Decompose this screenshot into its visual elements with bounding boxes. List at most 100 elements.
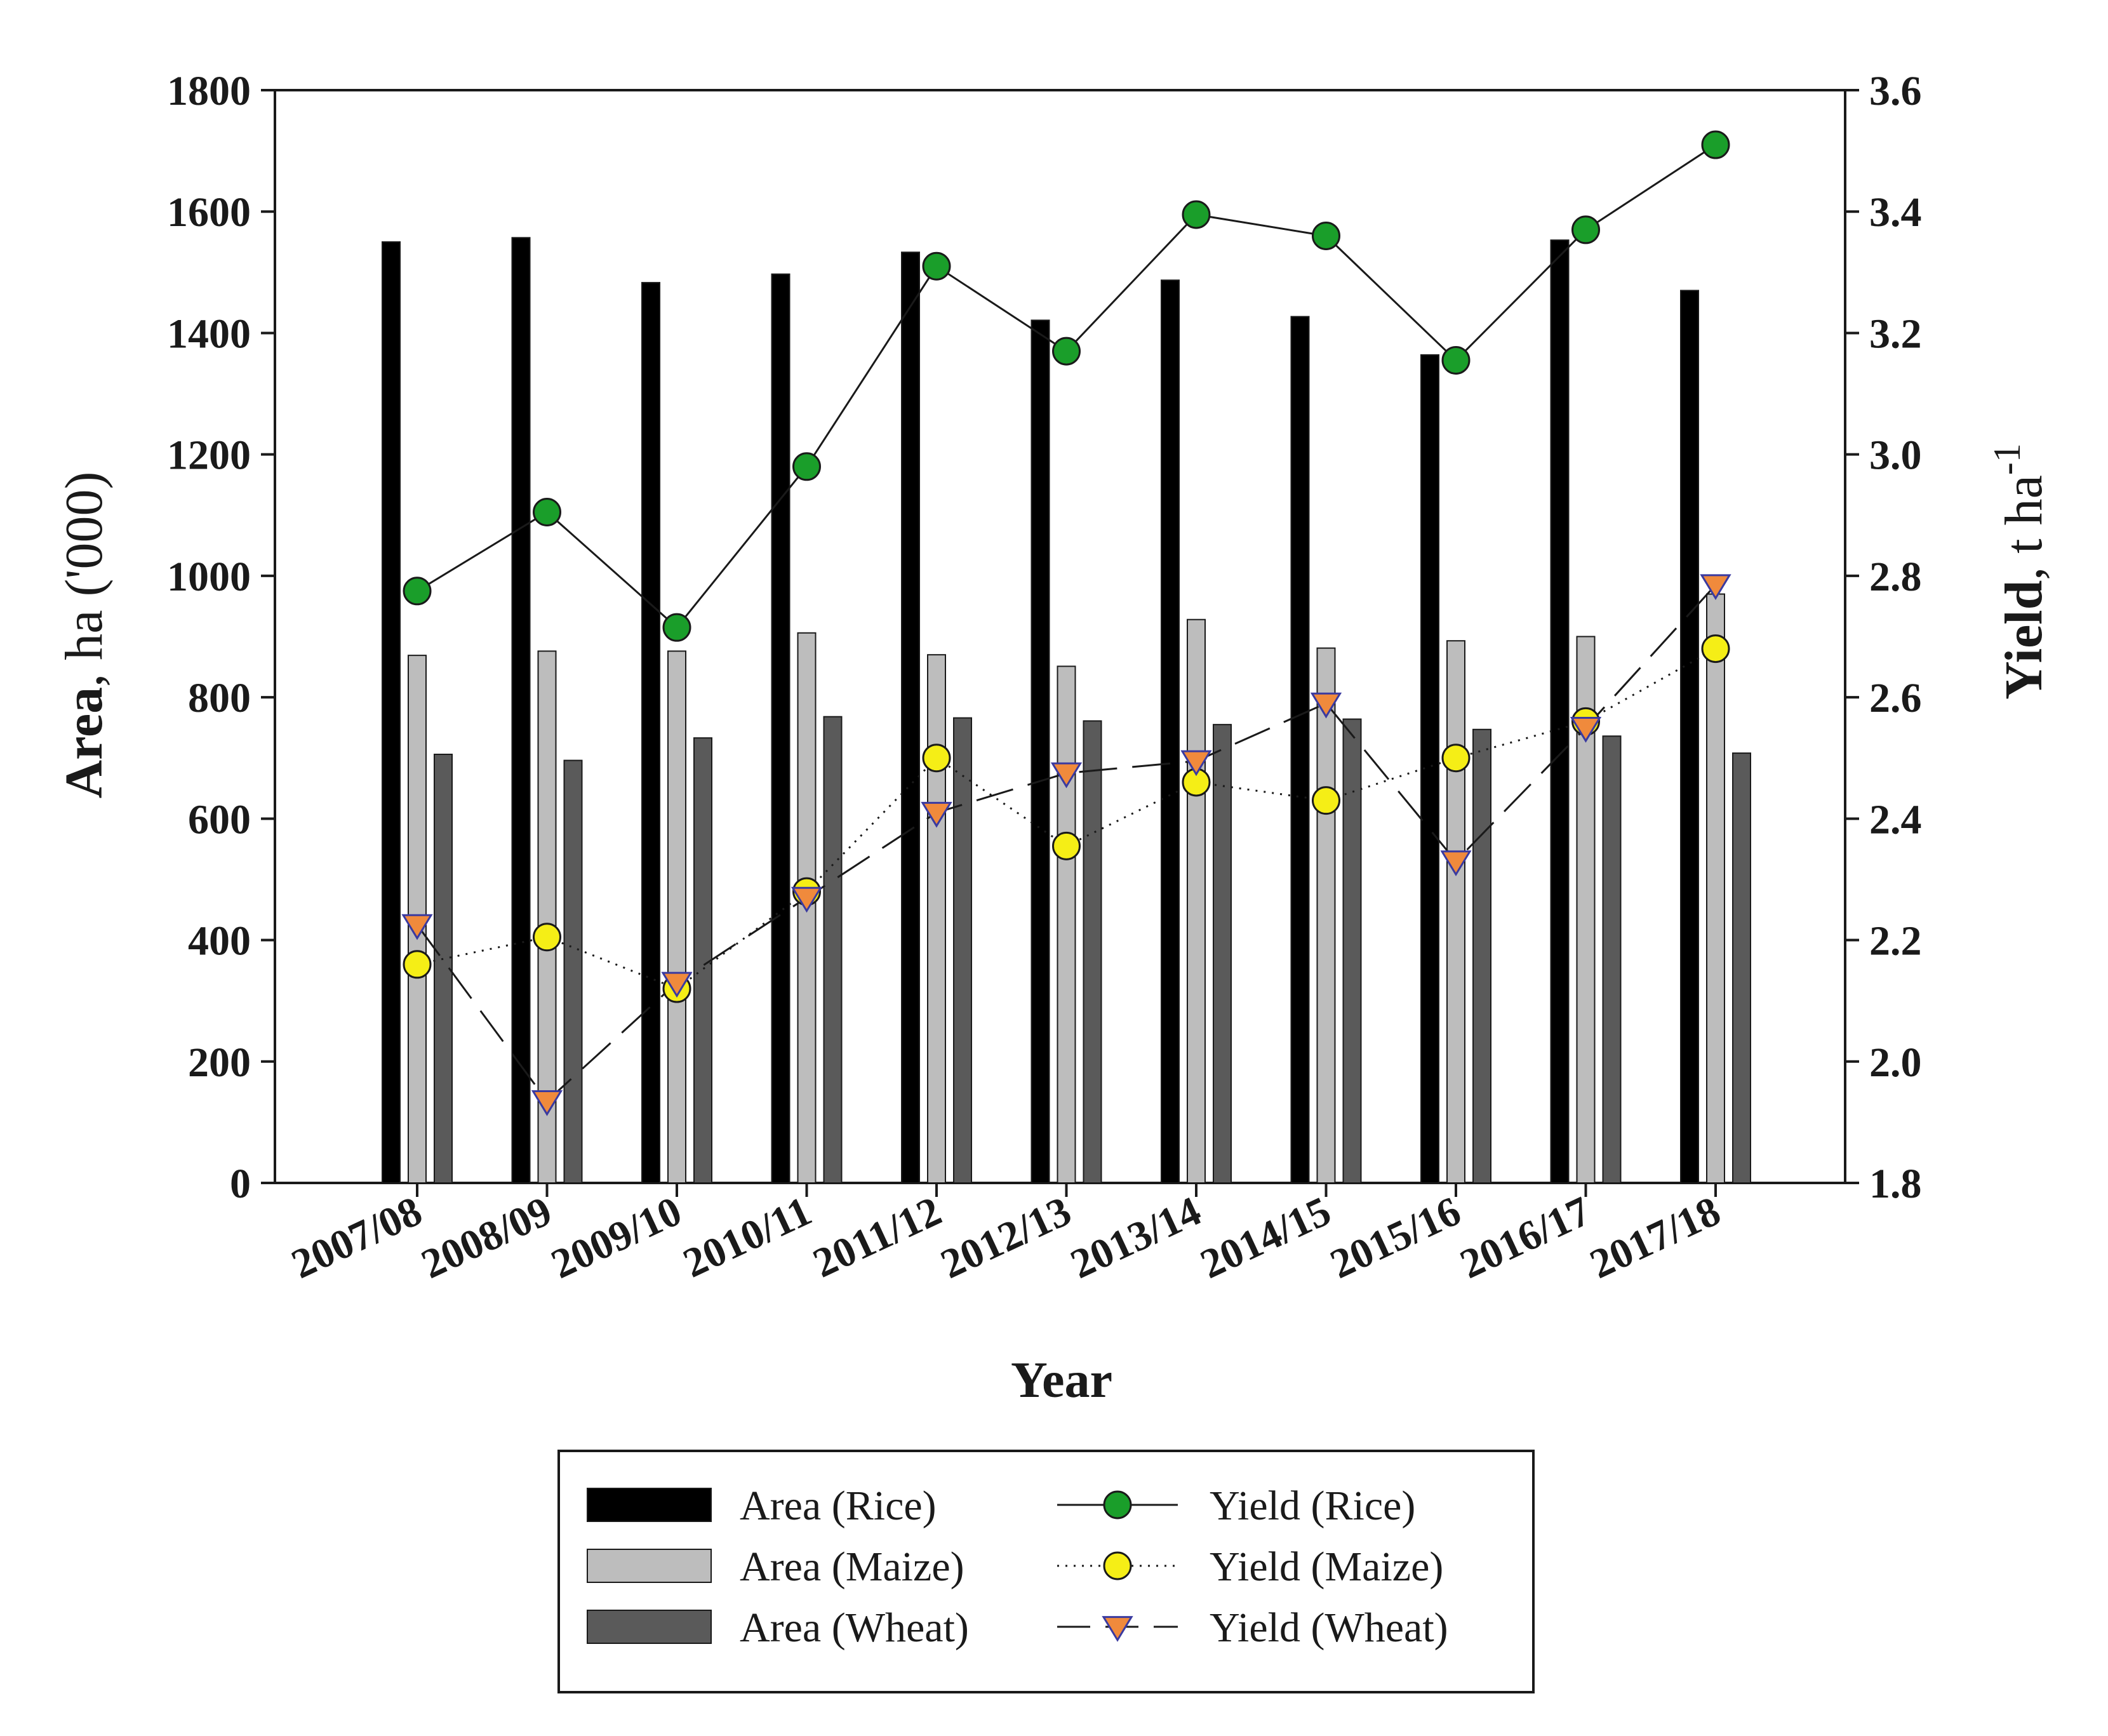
bar-area-wheat-1 bbox=[563, 759, 583, 1184]
left-tick-label-0: 0 bbox=[230, 1161, 251, 1207]
bar-area-rice-3 bbox=[771, 273, 790, 1184]
bar-area-wheat-3 bbox=[823, 716, 843, 1184]
legend-swatch-area-wheat bbox=[587, 1610, 712, 1644]
left-tick-label-2: 400 bbox=[188, 918, 251, 965]
markers-group bbox=[401, 130, 1731, 1116]
marker-yield-rice-6 bbox=[1182, 200, 1211, 229]
marker-yield-maize-10 bbox=[1701, 634, 1730, 664]
right-tick-label-7: 3.2 bbox=[1869, 310, 1922, 357]
right-axis-title: Yield, t ha-1 bbox=[1986, 443, 2053, 700]
legend-swatch-area-rice bbox=[587, 1488, 712, 1522]
marker-yield-rice-2 bbox=[662, 613, 691, 642]
bar-area-maize-8 bbox=[1446, 640, 1465, 1184]
legend-marker-yield-maize bbox=[1103, 1551, 1132, 1580]
x-tick-label-2: 2009/10 bbox=[544, 1187, 688, 1288]
marker-yield-rice-7 bbox=[1312, 221, 1340, 250]
marker-yield-wheat-0 bbox=[401, 914, 433, 940]
x-tick-label-1: 2008/09 bbox=[415, 1187, 559, 1288]
marker-yield-wheat-4 bbox=[921, 801, 952, 828]
left-tick-label-5: 1000 bbox=[167, 554, 251, 600]
marker-yield-wheat-6 bbox=[1180, 750, 1212, 777]
bar-area-maize-4 bbox=[927, 654, 946, 1184]
bar-area-wheat-8 bbox=[1472, 728, 1491, 1184]
marker-yield-wheat-8 bbox=[1440, 850, 1472, 877]
marker-yield-maize-8 bbox=[1441, 744, 1471, 773]
line-yield-rice bbox=[417, 144, 1716, 629]
right-axis-title-rest: , t ha bbox=[1994, 475, 2053, 580]
marker-yield-rice-0 bbox=[403, 577, 432, 606]
left-tick-label-8: 1600 bbox=[167, 189, 251, 236]
right-tick-label-1: 2.0 bbox=[1869, 1039, 1922, 1086]
x-tick-label-8: 2015/16 bbox=[1323, 1187, 1467, 1288]
bar-area-rice-1 bbox=[511, 237, 531, 1184]
x-tick-label-7: 2014/15 bbox=[1194, 1187, 1338, 1288]
marker-yield-maize-7 bbox=[1312, 786, 1340, 815]
bar-area-rice-9 bbox=[1550, 239, 1570, 1184]
right-axis-title-sup: -1 bbox=[1986, 443, 2028, 475]
bar-area-wheat-6 bbox=[1213, 724, 1232, 1184]
bar-area-wheat-2 bbox=[693, 737, 712, 1184]
marker-yield-wheat-9 bbox=[1570, 717, 1602, 743]
legend-label-area-maize: Area (Maize) bbox=[740, 1544, 964, 1590]
marker-yield-wheat-7 bbox=[1310, 692, 1342, 719]
x-tick-label-0: 2007/08 bbox=[284, 1187, 429, 1288]
bar-area-maize-5 bbox=[1057, 665, 1076, 1184]
right-tick-label-0: 1.8 bbox=[1869, 1161, 1922, 1207]
bar-area-rice-6 bbox=[1161, 279, 1180, 1184]
left-tick-label-3: 600 bbox=[188, 796, 251, 843]
marker-yield-rice-4 bbox=[922, 251, 951, 281]
legend-marker-yield-wheat bbox=[1102, 1616, 1133, 1642]
legend-frame bbox=[557, 1450, 1535, 1693]
legend: Area (Rice) Area (Maize) Area (Wheat) Yield… bbox=[557, 1450, 1535, 1693]
marker-yield-rice-8 bbox=[1441, 345, 1471, 375]
marker-yield-wheat-10 bbox=[1700, 574, 1731, 601]
x-tick-label-3: 2010/11 bbox=[676, 1187, 818, 1286]
bar-area-wheat-10 bbox=[1732, 752, 1751, 1184]
line-yield-wheat bbox=[416, 584, 1717, 1103]
bar-area-rice-2 bbox=[641, 282, 660, 1184]
marker-yield-maize-5 bbox=[1052, 831, 1081, 860]
legend-swatch-area-maize bbox=[587, 1549, 712, 1583]
marker-yield-rice-3 bbox=[792, 452, 821, 481]
bar-area-rice-7 bbox=[1290, 316, 1310, 1184]
legend-label-yield-maize: Yield (Maize) bbox=[1210, 1544, 1443, 1590]
x-axis-title: Year bbox=[1011, 1352, 1112, 1408]
right-axis-title-bold: Yield bbox=[1994, 580, 2053, 700]
left-tick-label-9: 1800 bbox=[167, 68, 251, 114]
marker-yield-maize-0 bbox=[403, 950, 432, 979]
bar-area-wheat-4 bbox=[953, 717, 972, 1184]
bar-area-rice-0 bbox=[382, 241, 401, 1184]
marker-yield-maize-4 bbox=[922, 744, 951, 773]
right-tick-label-9: 3.6 bbox=[1869, 68, 1922, 114]
bar-area-maize-10 bbox=[1706, 593, 1725, 1184]
marker-yield-rice-10 bbox=[1701, 130, 1730, 159]
right-tick-label-6: 3.0 bbox=[1869, 432, 1922, 479]
bar-area-wheat-9 bbox=[1602, 735, 1622, 1184]
legend-items: Area (Rice) Area (Maize) Area (Wheat) Yield… bbox=[587, 1483, 1448, 1651]
bar-area-maize-7 bbox=[1316, 647, 1336, 1184]
marker-yield-wheat-3 bbox=[790, 886, 823, 913]
bar-area-maize-6 bbox=[1187, 618, 1206, 1184]
marker-yield-wheat-1 bbox=[531, 1090, 563, 1116]
legend-label-area-wheat: Area (Wheat) bbox=[740, 1605, 969, 1651]
marker-yield-maize-1 bbox=[533, 923, 561, 952]
left-tick-label-7: 1400 bbox=[167, 310, 251, 357]
right-tick-label-3: 2.4 bbox=[1869, 796, 1922, 843]
right-tick-label-2: 2.2 bbox=[1869, 918, 1922, 965]
left-axis-title: Area, ha ('000) bbox=[55, 471, 114, 798]
x-tick-label-5: 2012/13 bbox=[934, 1187, 1078, 1288]
marker-yield-wheat-5 bbox=[1050, 762, 1083, 789]
left-axis-title-bold: Area bbox=[55, 687, 114, 799]
x-tick-label-6: 2013/14 bbox=[1064, 1187, 1208, 1288]
bar-area-rice-5 bbox=[1031, 319, 1050, 1184]
marker-yield-wheat-2 bbox=[661, 971, 693, 998]
bar-area-rice-4 bbox=[901, 251, 920, 1184]
x-tick-label-9: 2016/17 bbox=[1453, 1187, 1598, 1288]
x-tick-label-4: 2011/12 bbox=[806, 1187, 949, 1286]
bar-area-rice-10 bbox=[1680, 290, 1699, 1184]
x-tick-label-10: 2017/18 bbox=[1583, 1187, 1727, 1288]
right-tick-label-4: 2.6 bbox=[1869, 675, 1922, 721]
bar-area-maize-2 bbox=[667, 650, 686, 1184]
marker-yield-rice-1 bbox=[533, 497, 561, 526]
